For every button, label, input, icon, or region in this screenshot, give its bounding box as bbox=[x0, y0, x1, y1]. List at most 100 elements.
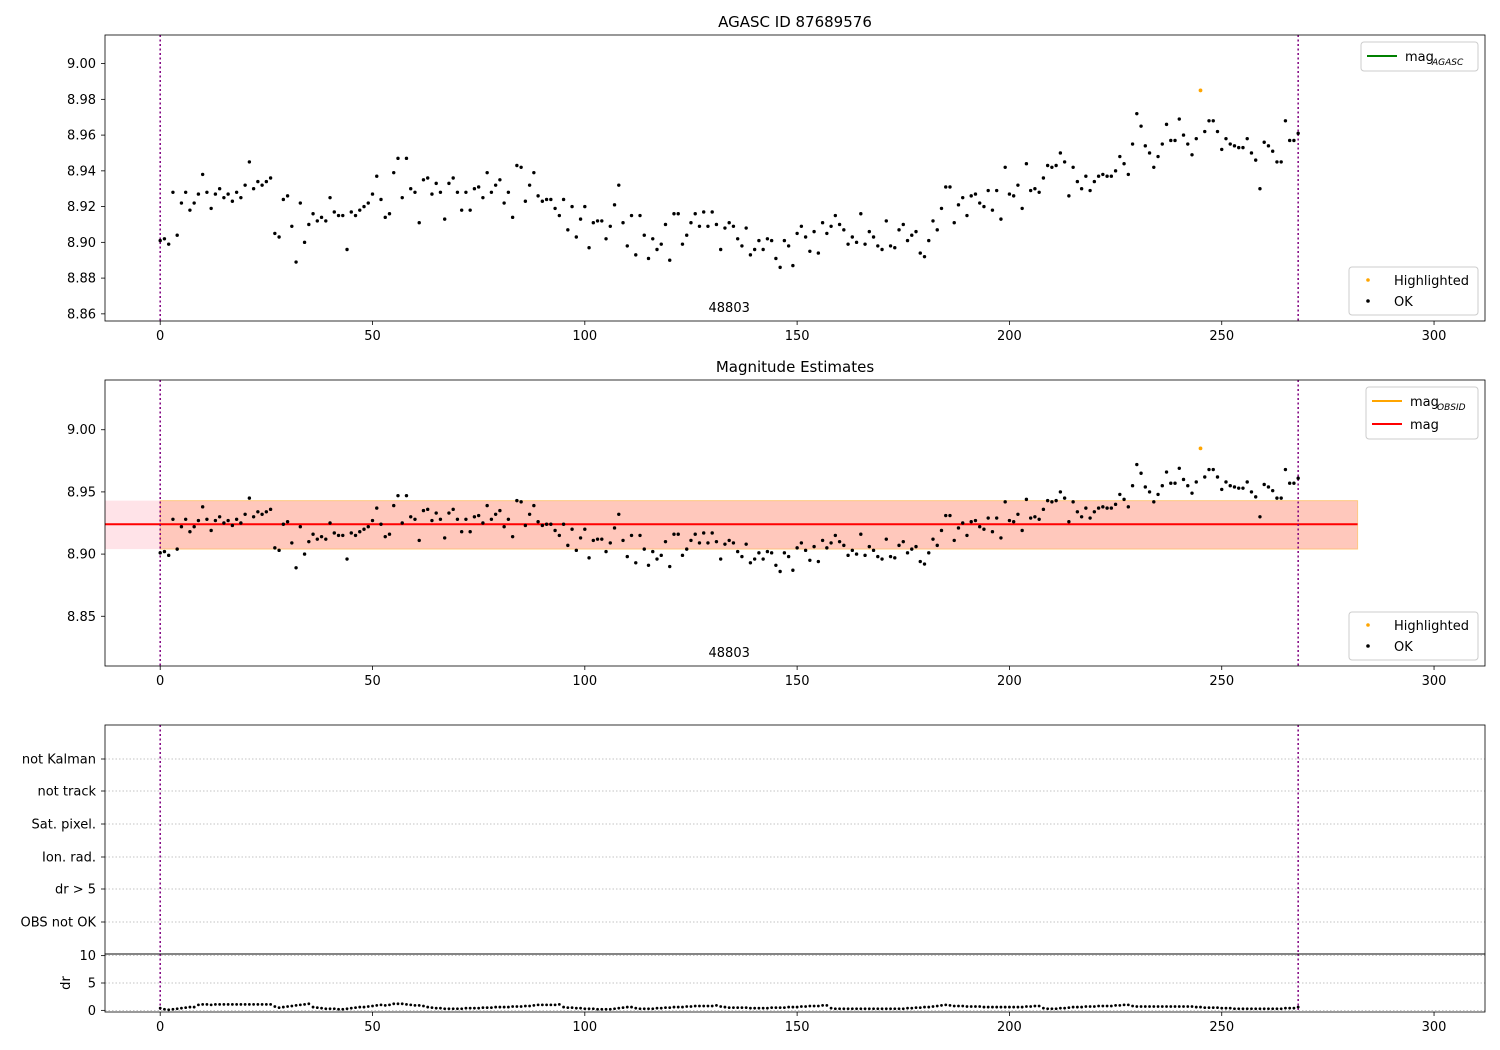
ok-point bbox=[481, 521, 485, 525]
ok-point bbox=[791, 568, 795, 572]
dr-point bbox=[553, 1003, 557, 1007]
dr-point bbox=[498, 1005, 502, 1009]
ok-point bbox=[986, 188, 990, 193]
ok-point bbox=[710, 531, 714, 535]
ok-point bbox=[421, 178, 426, 182]
obsid-label: 48803 bbox=[709, 301, 750, 316]
ok-point bbox=[417, 220, 421, 225]
ok-point bbox=[718, 247, 723, 252]
ok-point bbox=[1292, 138, 1296, 143]
dr-point bbox=[761, 1006, 765, 1010]
ok-point bbox=[731, 541, 736, 545]
flag-row-label: Ion. rad. bbox=[42, 851, 96, 866]
ok-point bbox=[1245, 136, 1249, 141]
x-tick-label: 300 bbox=[1422, 1020, 1447, 1035]
ok-point bbox=[247, 496, 252, 500]
ok-point bbox=[1228, 142, 1232, 146]
dr-point bbox=[931, 1005, 935, 1008]
dr-point bbox=[727, 1006, 731, 1010]
dr-point bbox=[252, 1002, 256, 1006]
ok-point bbox=[672, 532, 676, 536]
dr-point bbox=[354, 1006, 357, 1010]
ok-point bbox=[1041, 507, 1046, 512]
ok-point bbox=[217, 515, 222, 519]
ok-point bbox=[718, 557, 723, 561]
ok-point bbox=[421, 508, 426, 513]
ok-point bbox=[854, 552, 859, 556]
ok-point bbox=[349, 210, 353, 214]
ok-point bbox=[871, 548, 876, 553]
ok-point bbox=[315, 219, 320, 223]
ok-point bbox=[1258, 515, 1262, 519]
x-tick-label: 100 bbox=[572, 1020, 597, 1035]
ok-point bbox=[850, 548, 855, 553]
dr-point bbox=[532, 1004, 536, 1007]
ok-point bbox=[349, 531, 353, 535]
ok-point bbox=[226, 518, 230, 523]
ok-point bbox=[752, 557, 757, 561]
ok-point bbox=[383, 215, 387, 220]
ok-point bbox=[523, 523, 528, 528]
dr-point bbox=[846, 1007, 850, 1011]
dr-point bbox=[358, 1005, 362, 1009]
dr-point bbox=[226, 1002, 230, 1006]
ok-point bbox=[833, 533, 838, 538]
dr-point bbox=[214, 1002, 217, 1006]
dr-point bbox=[1271, 1007, 1275, 1011]
ok-point bbox=[867, 229, 872, 234]
x-tick-label: 50 bbox=[364, 674, 381, 689]
ok-point bbox=[808, 249, 812, 253]
dr-point bbox=[269, 1002, 272, 1006]
ok-point bbox=[1084, 174, 1088, 178]
x-tick-label: 250 bbox=[1209, 329, 1234, 344]
dr-point bbox=[434, 1006, 438, 1010]
dr-point bbox=[804, 1005, 808, 1008]
ok-point bbox=[200, 172, 205, 177]
dr-point bbox=[893, 1007, 897, 1011]
dr-point bbox=[371, 1004, 374, 1008]
ok-point bbox=[247, 160, 252, 164]
dr-point bbox=[880, 1007, 884, 1011]
ok-point bbox=[294, 260, 298, 264]
ok-point bbox=[617, 183, 621, 187]
ok-point bbox=[532, 170, 536, 175]
ok-point bbox=[447, 511, 451, 515]
ok-point bbox=[842, 228, 846, 232]
ok-point bbox=[1143, 144, 1148, 148]
ok-point bbox=[519, 500, 523, 504]
ok-point bbox=[324, 537, 328, 541]
ok-point bbox=[901, 222, 905, 227]
ok-point bbox=[723, 542, 727, 546]
dr-point bbox=[1042, 1006, 1045, 1010]
ok-point bbox=[510, 534, 515, 539]
dr-point bbox=[1173, 1005, 1177, 1008]
ok-point bbox=[927, 551, 931, 555]
ok-point bbox=[1105, 174, 1109, 178]
dr-point bbox=[681, 1005, 684, 1009]
ok-point bbox=[1007, 518, 1012, 523]
ok-point bbox=[697, 224, 702, 228]
dr-point bbox=[1139, 1005, 1143, 1008]
dr-point bbox=[1105, 1004, 1109, 1008]
ok-point bbox=[982, 527, 986, 531]
dr-point bbox=[557, 1002, 561, 1006]
ok-point bbox=[774, 256, 778, 261]
dr-point bbox=[468, 1006, 472, 1010]
ok-point bbox=[273, 546, 277, 550]
ok-point bbox=[676, 212, 680, 216]
dr-point bbox=[706, 1004, 710, 1008]
ok-point bbox=[1279, 160, 1283, 164]
dr-point bbox=[264, 1002, 268, 1006]
dr-point bbox=[570, 1006, 574, 1010]
ok-point bbox=[939, 528, 944, 533]
ok-point bbox=[1292, 481, 1296, 485]
ok-point bbox=[816, 559, 821, 564]
dr-point bbox=[1075, 1005, 1079, 1009]
dr-point bbox=[286, 1005, 289, 1008]
dr-point bbox=[439, 1006, 442, 1010]
ok-point bbox=[727, 538, 731, 543]
dr-point bbox=[732, 1006, 735, 1010]
ok-point bbox=[880, 557, 884, 561]
ok-point bbox=[285, 194, 290, 198]
